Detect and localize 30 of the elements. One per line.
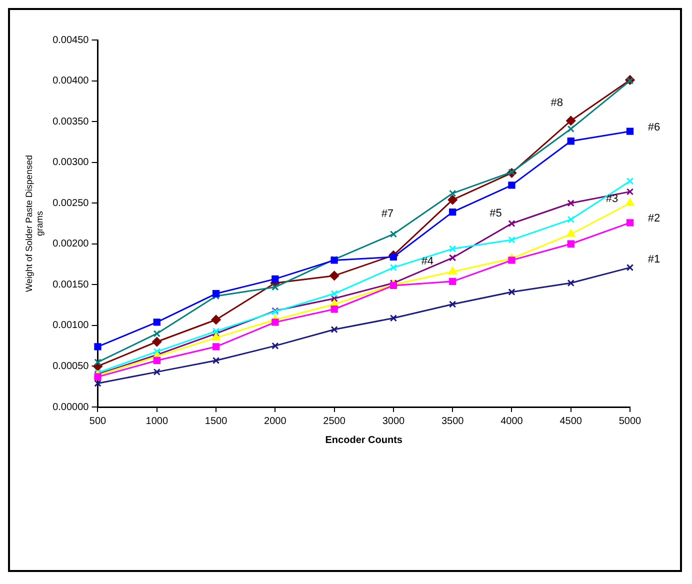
- y-tick-label: 0.00400: [52, 76, 90, 87]
- x-tick-label: 4000: [500, 416, 524, 427]
- series-label: #5: [490, 208, 502, 220]
- x-tick-label: 500: [89, 416, 107, 427]
- x-tick-label: 2000: [264, 416, 287, 427]
- x-tick-label: 1500: [204, 416, 228, 427]
- x-tick-label: 3500: [441, 416, 464, 427]
- y-tick-label: 0.00200: [52, 238, 90, 250]
- series-label: #2: [648, 212, 660, 225]
- series-label: #4: [421, 256, 434, 268]
- y-axis-title: Weight of Solder Paste Dispensed grams: [24, 155, 45, 292]
- x-tick-label: 3000: [382, 416, 406, 427]
- y-tick-label: 0.00000: [52, 402, 90, 413]
- x-tick-label: 4500: [560, 416, 582, 427]
- y-tick-label: 0.00050: [52, 360, 90, 372]
- y-tick-label: 0.00350: [52, 116, 90, 128]
- series-label: #3: [606, 193, 618, 206]
- y-tick-label: 0.00300: [52, 157, 90, 168]
- x-axis-title: Encoder Counts: [325, 434, 403, 446]
- series-label: #8: [550, 96, 563, 109]
- y-tick-label: 0.00150: [52, 279, 90, 290]
- x-tick-label: 2500: [323, 416, 346, 427]
- series-label: #6: [648, 121, 660, 134]
- y-tick-label: 0.00100: [52, 320, 90, 332]
- series-label: #1: [648, 254, 660, 266]
- y-tick-label: 0.00250: [52, 198, 90, 209]
- series-label: #7: [381, 208, 394, 220]
- x-tick-label: 5000: [618, 416, 642, 427]
- x-tick-label: 1000: [146, 416, 168, 427]
- y-tick-label: 0.00450: [52, 34, 90, 46]
